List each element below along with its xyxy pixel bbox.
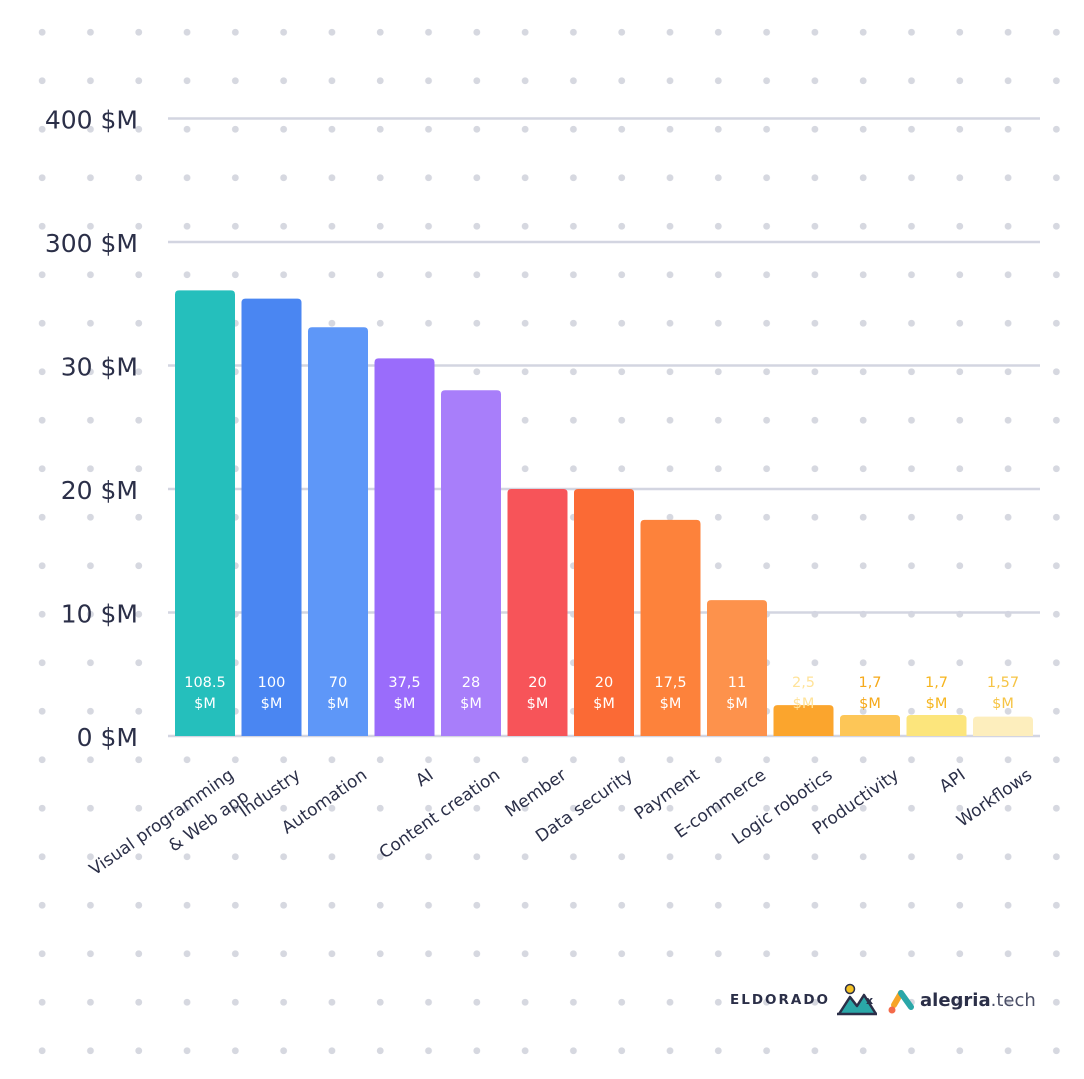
y-tick-label: 10 $M (61, 600, 138, 629)
bar-value-label: $M (726, 696, 748, 712)
y-tick-label: 20 $M (61, 476, 138, 505)
logo-separator-text: x (866, 993, 874, 1007)
alegria-logo-text: alegria.tech (920, 990, 1036, 1011)
bar (241, 298, 302, 736)
y-tick-label: 400 $M (45, 106, 138, 135)
bar-value-label: $M (926, 696, 948, 712)
eldorado-logo-text: ELDORADO (730, 992, 831, 1008)
bar (574, 489, 634, 736)
x-tick-label-group: API (936, 765, 970, 797)
x-tick-label-group: Visual programming& Web app (86, 765, 253, 880)
bar-value-label: 1,57 (987, 675, 1019, 691)
bar-value-label: 1,7 (858, 675, 881, 691)
bar (374, 358, 435, 736)
x-tick-label-group: Workflows (953, 765, 1036, 831)
x-tick-label: Workflows (953, 765, 1036, 831)
bar-value-label: $M (327, 696, 349, 712)
bar (175, 290, 235, 736)
alegria-logo-name: alegria (920, 989, 991, 1011)
bar-value-label: $M (194, 696, 216, 712)
alegria-tech-logo: alegria.tech (886, 980, 1036, 1020)
bar-value-label: $M (261, 696, 283, 712)
bar-value-label: $M (660, 696, 682, 712)
eldorado-mountain-icon (837, 983, 878, 1016)
logo-separator: x (866, 980, 873, 1020)
bar-value-label: 28 (462, 675, 480, 691)
bar-value-label: 108.5 (184, 675, 226, 691)
bar-value-label: 37,5 (388, 675, 420, 691)
bar-value-label: 100 (258, 675, 286, 691)
eldorado-logo: ELDORADO (730, 980, 878, 1020)
bar-value-label: $M (992, 696, 1014, 712)
x-tick-label: API (936, 765, 970, 797)
y-tick-label: 300 $M (45, 229, 138, 258)
bar-value-label: 20 (528, 675, 546, 691)
bar-value-label: 11 (728, 675, 746, 691)
x-tick-label: Content creation (376, 765, 504, 863)
y-tick-label: 0 $M (77, 723, 138, 752)
bar-value-label: $M (793, 696, 815, 712)
bar (973, 716, 1033, 736)
bar (773, 705, 834, 736)
bar-value-label: $M (527, 696, 549, 712)
bar (441, 390, 501, 736)
bar-value-label: 20 (595, 675, 613, 691)
bar-value-label: $M (394, 696, 416, 712)
bar-value-label: 2,5 (792, 675, 815, 691)
x-tick-label-group: Content creation (376, 765, 504, 863)
bar (707, 600, 767, 736)
bar-value-label: 17,5 (654, 675, 686, 691)
bar-value-label: 70 (329, 675, 347, 691)
bar-value-label: $M (859, 696, 881, 712)
bar-value-label: 1,7 (925, 675, 948, 691)
bar (507, 489, 568, 736)
x-tick-label-group: AI (412, 765, 437, 791)
x-tick-label: AI (412, 765, 437, 791)
bar (906, 715, 967, 736)
alegria-logo-tld: .tech (990, 989, 1036, 1011)
bar-value-label: $M (593, 696, 615, 712)
bar (640, 519, 701, 736)
y-tick-label: 30 $M (61, 353, 138, 382)
bar (840, 715, 900, 736)
alegria-logo-icon (888, 990, 914, 1014)
bar (308, 327, 368, 736)
bar-value-label: $M (460, 696, 482, 712)
